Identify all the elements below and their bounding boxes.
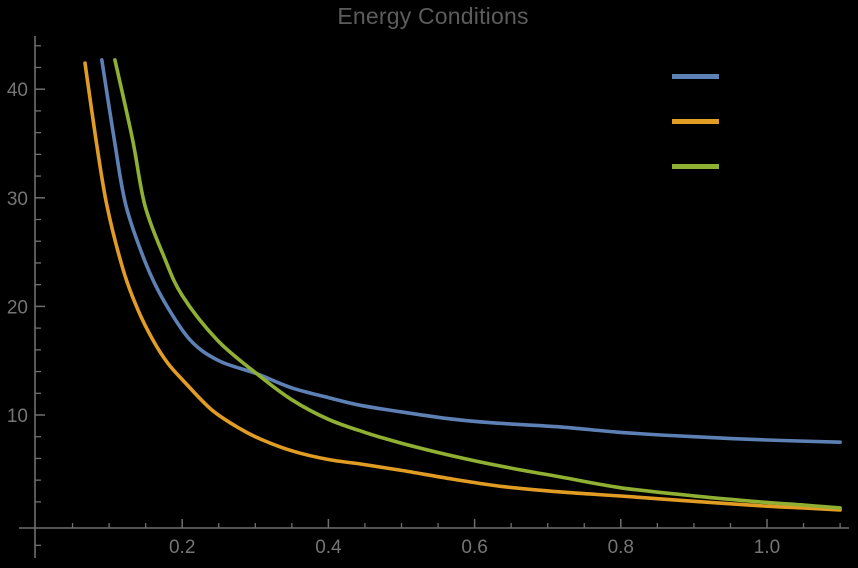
y-tick-label: 40 <box>7 80 28 101</box>
blue-curve <box>100 58 842 444</box>
chart-title: Energy Conditions <box>337 3 529 29</box>
x-tick-label: 0.4 <box>315 537 342 558</box>
x-tick-label: 0.2 <box>169 537 195 558</box>
legend-swatch-1 <box>672 119 719 124</box>
green-curve <box>113 58 842 510</box>
y-tick-label: 20 <box>7 297 28 318</box>
x-tick-label: 1.0 <box>754 537 780 558</box>
legend-swatch-2 <box>672 164 719 169</box>
x-tick-label: 0.6 <box>461 537 487 558</box>
y-tick-label: 30 <box>7 189 28 210</box>
y-tick-label: 10 <box>7 406 28 427</box>
orange-curve <box>83 61 842 512</box>
legend-swatch-0 <box>672 74 719 79</box>
x-tick-label: 0.8 <box>608 537 634 558</box>
